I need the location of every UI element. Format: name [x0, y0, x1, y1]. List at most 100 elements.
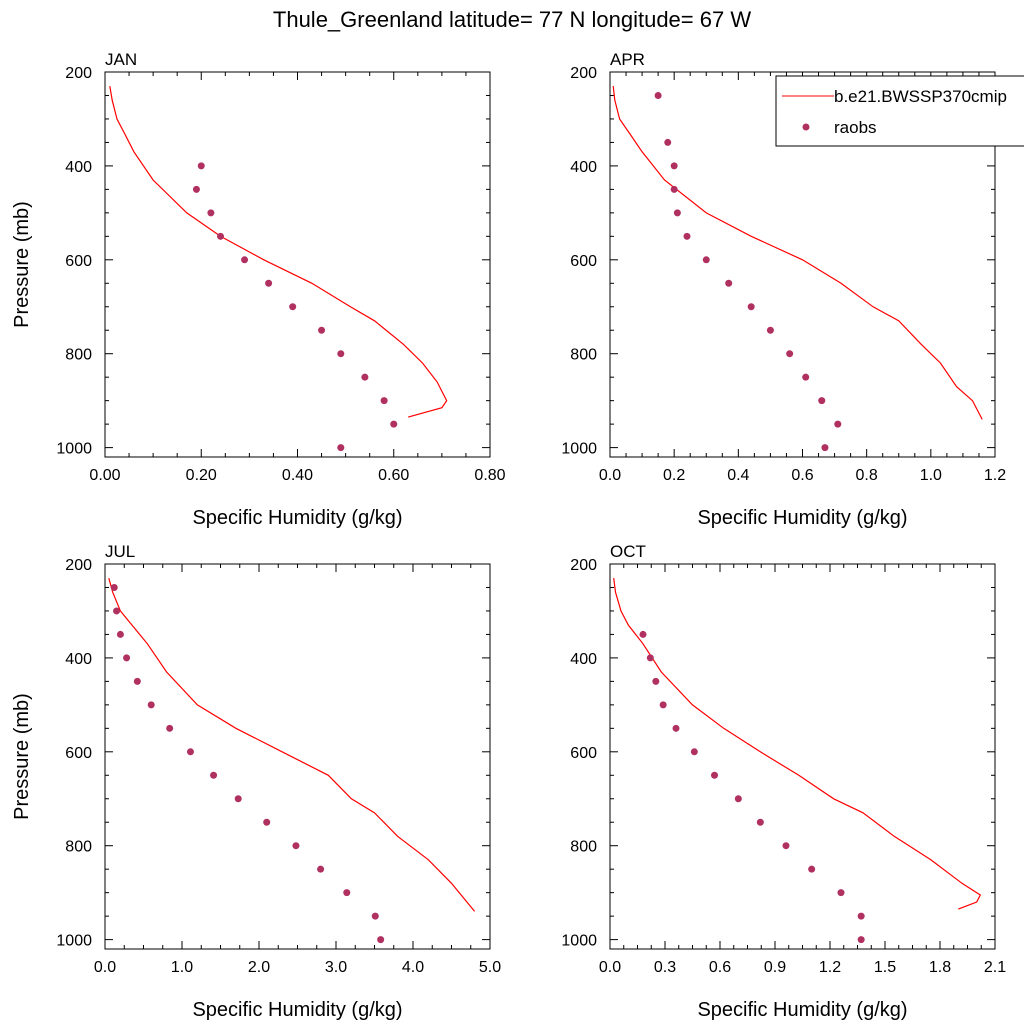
x-tick-label: 0.2 [663, 467, 685, 484]
legend-line-label: b.e21.BWSSP370cmip [834, 87, 1007, 106]
y-tick-label: 400 [65, 159, 92, 176]
y-tick-label: 600 [570, 253, 597, 270]
y-tick-label: 800 [65, 347, 92, 364]
raobs-point [690, 748, 698, 756]
raobs-point [683, 232, 691, 240]
raobs-point [217, 232, 224, 240]
y-tick-label: 800 [65, 839, 92, 856]
legend-dot-swatch [802, 123, 810, 131]
x-tick-label: 0.8 [856, 467, 878, 484]
legend: b.e21.BWSSP370cmip raobs [775, 75, 1024, 147]
raobs-point [702, 256, 710, 264]
raobs-point [380, 397, 388, 405]
raobs-point [116, 630, 124, 638]
raobs-point [317, 865, 325, 873]
panel-jan: JAN 200 400 600 800 1000 0.00 0.20 0.40 0.60 0.80 S… [11, 50, 506, 529]
panels: JAN 200 400 600 800 1000 0.00 0.20 0.40 0.60 0.80 S… [11, 50, 1006, 1021]
panel-label: JUL [105, 542, 135, 561]
raobs-point [857, 936, 865, 944]
panel-label: APR [610, 50, 645, 69]
raobs-point [639, 630, 647, 638]
raobs-point [837, 889, 845, 897]
y-tick-label: 200 [570, 557, 597, 574]
x-tick-label: 3.0 [325, 959, 347, 976]
raobs-point [292, 842, 300, 850]
x-tick-label: 0.0 [599, 959, 621, 976]
model-line [109, 85, 448, 418]
x-axis-label: Specific Humidity (g/kg) [192, 507, 402, 529]
y-tick-label: 600 [65, 745, 92, 762]
raobs-point [818, 397, 826, 405]
y-axis-label: Pressure (mb) [11, 201, 33, 328]
legend-box [775, 75, 1024, 147]
x-tick-label: 0.6 [791, 467, 813, 484]
x-tick-label: 0.4 [727, 467, 749, 484]
panel-label: JAN [105, 50, 137, 69]
raobs-point [390, 420, 398, 428]
raobs-point [263, 818, 271, 826]
x-tick-label: 4.0 [402, 959, 424, 976]
y-tick-label: 400 [65, 651, 92, 668]
y-tick-label: 1000 [56, 441, 92, 458]
x-tick-label: 1.8 [929, 959, 951, 976]
raobs-point [361, 373, 369, 381]
raobs-point [371, 912, 379, 920]
x-tick-label: 1.5 [874, 959, 896, 976]
plot-frame [609, 563, 996, 950]
x-axis-label: Specific Humidity (g/kg) [192, 999, 402, 1021]
raobs-point [265, 279, 273, 287]
raobs-point [318, 326, 326, 334]
raobs-point [113, 607, 121, 615]
legend-dot-label: raobs [834, 118, 877, 137]
x-tick-label: 0.0 [599, 467, 621, 484]
raobs-point [652, 677, 660, 685]
model-line [612, 86, 983, 420]
raobs-point [711, 771, 718, 779]
x-tick-label: 2.1 [984, 959, 1006, 976]
x-tick-label: 0.00 [89, 467, 120, 484]
raobs-point [337, 444, 345, 452]
x-tick-label: 0.0 [94, 959, 116, 976]
model-line [108, 577, 476, 912]
y-axis-label: Pressure (mb) [11, 693, 33, 820]
raobs-point [857, 912, 865, 920]
x-axis-label: Specific Humidity (g/kg) [697, 999, 907, 1021]
raobs-point [377, 936, 385, 944]
x-tick-label: 0.20 [186, 467, 217, 484]
x-tick-label: 0.80 [474, 467, 505, 484]
x-axis-label: Specific Humidity (g/kg) [697, 507, 907, 529]
raobs-point [672, 724, 680, 732]
x-tick-label: 1.0 [920, 467, 942, 484]
raobs-point [782, 842, 790, 850]
raobs-point [734, 795, 742, 803]
raobs-point [673, 209, 681, 217]
raobs-point [123, 654, 131, 662]
x-tick-label: 0.9 [764, 959, 786, 976]
y-tick-label: 800 [570, 347, 597, 364]
raobs-point [646, 654, 654, 662]
y-tick-label: 800 [570, 839, 597, 856]
raobs-point [747, 303, 755, 311]
x-tick-label: 0.3 [654, 959, 676, 976]
x-tick-label: 1.2 [984, 467, 1006, 484]
y-tick-label: 600 [570, 745, 597, 762]
raobs-point [110, 583, 118, 591]
y-tick-label: 400 [570, 651, 597, 668]
y-tick-label: 200 [570, 65, 597, 82]
x-tick-label: 1.0 [171, 959, 193, 976]
model-line [613, 578, 982, 910]
plot-frame [104, 71, 491, 458]
raobs-point [210, 771, 218, 779]
raobs-point [133, 677, 141, 685]
raobs-point [664, 138, 672, 146]
raobs-point [821, 444, 829, 452]
raobs-point [192, 185, 200, 193]
x-tick-label: 0.40 [282, 467, 313, 484]
y-tick-label: 600 [65, 253, 92, 270]
raobs-point [756, 818, 764, 826]
plot-frame [104, 563, 491, 950]
